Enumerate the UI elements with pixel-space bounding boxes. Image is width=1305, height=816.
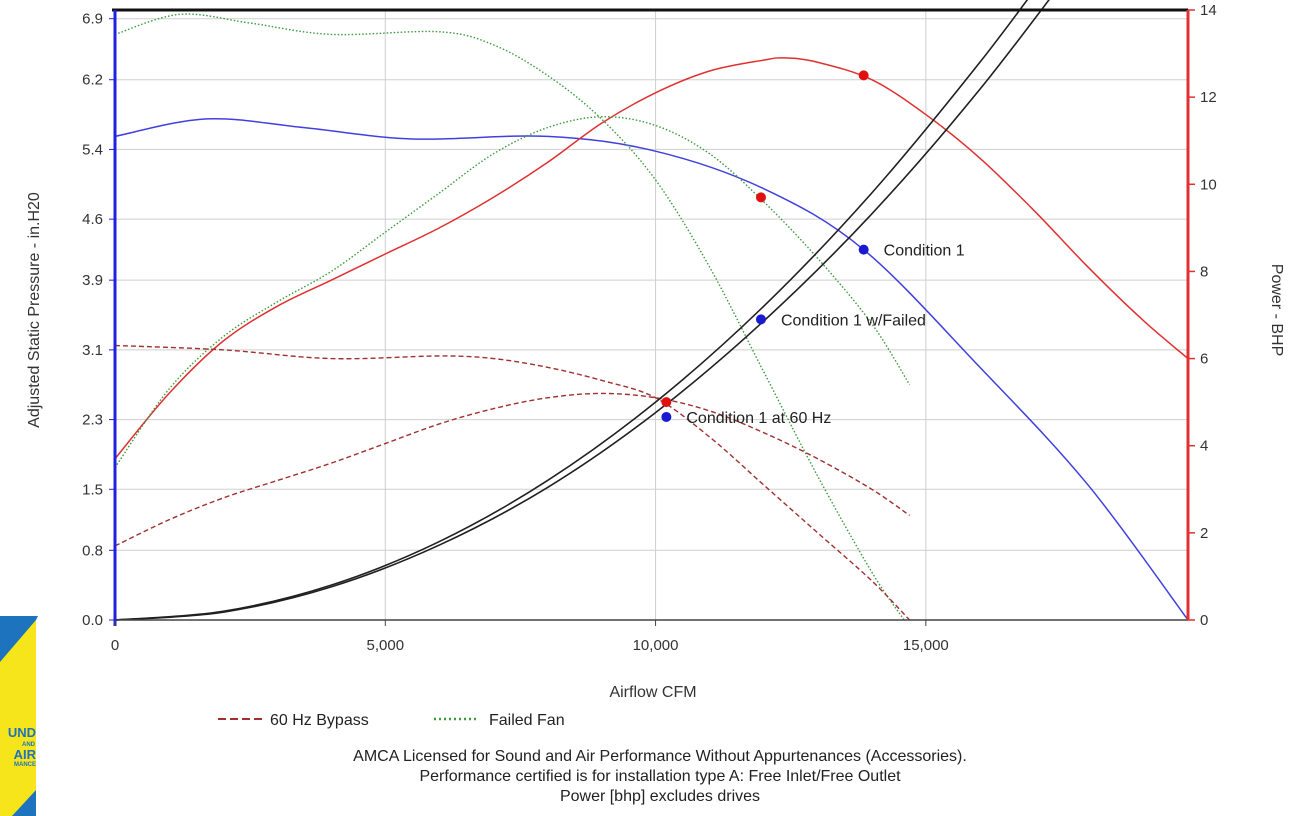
x-axis-title: Airflow CFM (609, 684, 696, 701)
y-left-tick-label-8: 6.2 (82, 72, 103, 89)
series-power-solid-1 (114, 57, 1189, 460)
legend-label-bypass: 60 Hz Bypass (270, 712, 369, 729)
logo-text-3: AIR (14, 747, 37, 762)
x-tick-label-3: 15,000 (903, 637, 949, 654)
logo-text-1: UND (8, 725, 36, 740)
series-layer (114, 0, 1189, 621)
y-right-tick-label-4: 8 (1200, 263, 1208, 280)
operating-point-label-0: Condition 1 (884, 243, 965, 260)
series-power-dotted-3 (114, 116, 911, 468)
grid (115, 10, 1188, 620)
axes (112, 8, 1190, 626)
power-point-1 (755, 192, 766, 203)
operating-point-1 (755, 314, 766, 325)
y-right-tick-label-6: 12 (1200, 89, 1217, 106)
y-right-tick-label-1: 2 (1200, 525, 1208, 542)
x-tick-label-2: 10,000 (633, 637, 679, 654)
legend: 60 Hz Bypass Failed Fan (218, 712, 565, 729)
y-left-tick-label-1: 0.8 (82, 542, 103, 559)
series-system-solid-6 (114, 0, 1050, 621)
operating-point-0 (858, 244, 869, 255)
operating-point-label-1: Condition 1 w/Failed (781, 312, 926, 329)
legend-label-failed: Failed Fan (489, 712, 565, 729)
y-left-tick-label-9: 6.9 (82, 11, 103, 28)
y-left-tick-label-2: 1.5 (82, 481, 103, 498)
y-axis-right-title: Power - BHP (1268, 264, 1285, 356)
y-right-tick-label-0: 0 (1200, 612, 1208, 629)
logo-text-2: AND (22, 742, 36, 748)
series-power-dashed-5 (114, 392, 911, 547)
series-pressure-dashed-4 (114, 344, 911, 621)
y-right-tick-label-5: 10 (1200, 176, 1217, 193)
y-left-tick-label-5: 3.9 (82, 272, 103, 289)
footer-line-2: Performance certified is for installatio… (419, 768, 901, 785)
y-right-tick-label-2: 4 (1200, 438, 1208, 455)
power-point-0 (858, 70, 869, 81)
power-point-2 (661, 397, 672, 408)
y-right-tick-label-7: 14 (1200, 2, 1217, 19)
logo-text-4: MANCE (14, 762, 36, 768)
y-left-tick-label-6: 4.6 (82, 211, 103, 228)
y-left-tick-label-7: 5.4 (82, 141, 103, 158)
points-layer: Condition 1 Condition 1 w/Failed Condition… (661, 70, 965, 427)
series-pressure-dotted-2 (114, 13, 905, 621)
y-axis-left-title: Adjusted Static Pressure - in.H20 (26, 192, 43, 428)
y-left-tick-label-4: 3.1 (82, 342, 103, 359)
operating-point-2 (661, 411, 672, 422)
x-tick-label-1: 5,000 (367, 637, 405, 654)
operating-point-label-2: Condition 1 at 60 Hz (686, 410, 831, 427)
y-left-tick-label-3: 2.3 (82, 412, 103, 429)
series-pressure-solid-0 (114, 117, 1189, 621)
footer-line-1: AMCA Licensed for Sound and Air Performa… (353, 748, 967, 765)
y-left-tick-label-0: 0.0 (82, 612, 103, 629)
series-system-solid-7 (114, 0, 1029, 621)
x-tick-label-0: 0 (111, 637, 119, 654)
y-right-tick-label-3: 6 (1200, 351, 1208, 368)
amca-seal-logo: UND AND AIR MANCE (0, 616, 38, 816)
footer-line-3: Power [bhp] excludes drives (560, 788, 760, 805)
tick-labels: 0 5,000 10,000 15,000 0.0 0.8 1.5 2.3 3.1 3.9 4.6 5… (82, 2, 1217, 654)
